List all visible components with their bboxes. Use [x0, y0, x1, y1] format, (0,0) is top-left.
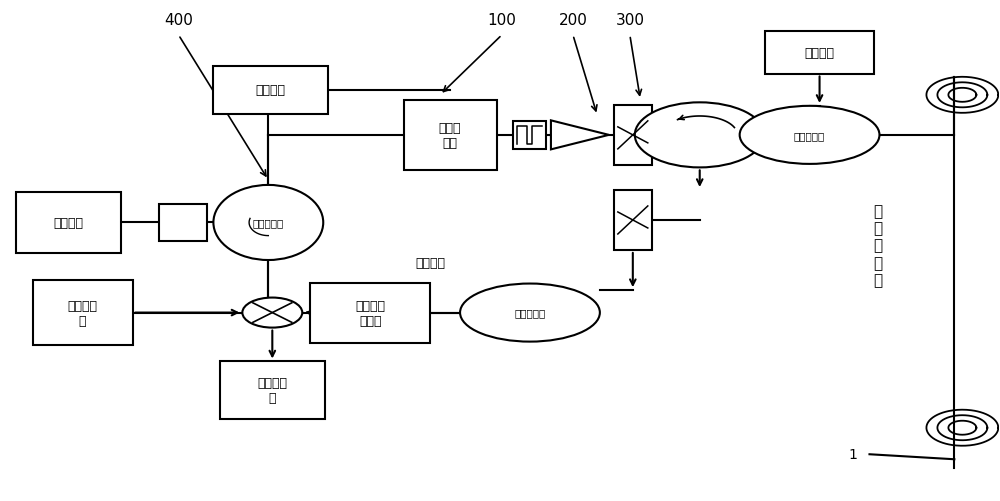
Ellipse shape: [740, 107, 879, 164]
Bar: [213, 67, 328, 114]
Text: 100: 100: [488, 13, 516, 28]
Bar: [404, 101, 497, 170]
Text: 光电平衡
探测器: 光电平衡 探测器: [355, 299, 385, 327]
Text: 1: 1: [849, 447, 858, 461]
Ellipse shape: [213, 185, 323, 261]
Ellipse shape: [460, 284, 600, 342]
Text: 光纤耦合器: 光纤耦合器: [253, 218, 284, 228]
Text: 信号处理
器: 信号处理 器: [257, 376, 287, 404]
Bar: [310, 283, 430, 343]
Text: 信号发生
器: 信号发生 器: [68, 299, 98, 327]
Bar: [513, 122, 546, 149]
Bar: [765, 32, 874, 74]
Bar: [159, 204, 207, 242]
Bar: [614, 190, 652, 250]
Text: 探测激光: 探测激光: [54, 216, 84, 229]
Bar: [614, 106, 652, 165]
Circle shape: [635, 103, 765, 168]
Bar: [16, 193, 121, 253]
Text: 声光调
制器: 声光调 制器: [439, 122, 461, 150]
Text: 后
向
散
射
光: 后 向 散 射 光: [873, 203, 882, 288]
Text: 光纤耦合器: 光纤耦合器: [794, 131, 825, 141]
Text: 参考光纤: 参考光纤: [415, 257, 445, 270]
Text: 光纤耦合器: 光纤耦合器: [514, 308, 546, 318]
Text: 泵浦激光: 泵浦激光: [805, 47, 835, 60]
Bar: [33, 281, 133, 345]
Text: 400: 400: [164, 13, 193, 28]
Text: 200: 200: [558, 13, 587, 28]
Bar: [220, 362, 325, 419]
Circle shape: [242, 298, 302, 328]
Text: 驱动电路: 驱动电路: [255, 84, 285, 97]
Text: 300: 300: [615, 13, 644, 28]
Polygon shape: [551, 121, 609, 150]
